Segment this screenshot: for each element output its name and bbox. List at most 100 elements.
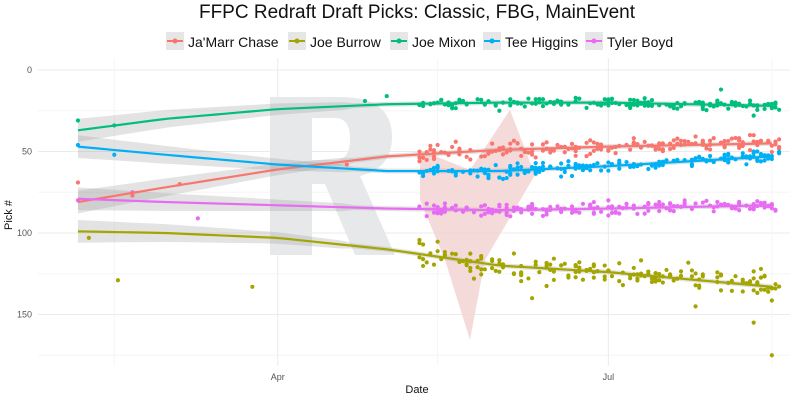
data-point [468,157,473,162]
data-point [740,151,745,156]
data-point [704,146,709,151]
trend-line [77,145,772,173]
data-point [602,274,607,279]
data-point [519,210,524,215]
data-point [649,103,655,108]
data-point [693,283,698,288]
data-point [657,199,662,205]
data-point [562,169,567,175]
data-point [580,201,586,206]
trend-line [77,230,772,288]
data-point [479,256,484,261]
data-point [417,155,422,160]
data-point [693,156,698,161]
data-point [464,154,469,159]
data-point [747,206,753,211]
data-point [682,200,687,206]
data-point [482,211,487,216]
data-point [751,288,756,293]
data-point [573,263,578,268]
data-point [529,203,535,209]
data-point [417,149,422,154]
data-point [529,149,535,154]
data-point [646,208,651,213]
data-point [769,149,774,155]
data-point [664,158,669,163]
data-point [668,146,673,152]
data-point [678,273,684,279]
data-point [511,138,517,143]
data-point [751,276,756,281]
data-point [569,173,575,179]
data-point [715,100,720,105]
data-point [533,155,538,160]
data-point [657,141,662,146]
data-point [773,286,778,291]
data-point [479,267,484,272]
data-point [635,211,640,216]
data-point [500,176,506,182]
data-point [442,253,447,258]
data-point [420,263,426,269]
data-point [751,139,756,144]
data-point [508,97,513,102]
data-point [718,272,724,277]
data-point [533,161,538,166]
legend-item: Ja'Marr Chase [166,32,279,50]
data-point [479,213,484,218]
data-point [591,210,596,215]
data-point [686,139,691,144]
data-point [751,133,756,138]
data-point [540,164,546,169]
data-point [540,97,546,102]
data-point [453,252,458,257]
data-point [526,276,531,281]
data-point [762,287,767,292]
data-point [482,203,487,208]
data-point [671,209,676,214]
data-point [744,162,749,167]
data-point [559,209,564,215]
data-point [453,139,458,144]
data-point [431,148,437,153]
data-point [755,280,760,285]
data-point [486,172,491,178]
data-point [511,251,517,256]
data-point [668,208,673,213]
data-point [464,263,469,268]
data-point [715,270,720,275]
data-point [762,106,767,112]
data-point [511,205,517,210]
data-point [439,209,444,214]
data-point [697,154,702,159]
data-point [544,283,549,289]
data-point [668,104,673,109]
data-point [250,284,255,289]
data-point [657,271,662,277]
legend-item: Joe Mixon [390,32,476,50]
data-point [551,256,556,261]
data-point [609,210,615,215]
data-point [675,106,680,111]
y-tick-label: 100 [17,228,32,238]
data-point [777,107,782,112]
data-point [435,249,440,254]
data-point [537,169,542,174]
data-point [642,139,647,144]
y-tick-label: 150 [17,310,32,320]
data-point [711,209,716,214]
data-point [544,263,549,268]
data-point [617,211,622,216]
data-point [733,206,738,211]
data-point [551,148,556,153]
data-point [482,267,487,272]
data-point [598,209,604,214]
data-point [697,285,702,290]
data-points [75,87,782,358]
data-point [504,175,509,181]
data-point [773,207,778,212]
data-point [486,210,491,215]
data-point [457,97,462,102]
data-point [602,263,607,268]
data-point [657,146,662,152]
